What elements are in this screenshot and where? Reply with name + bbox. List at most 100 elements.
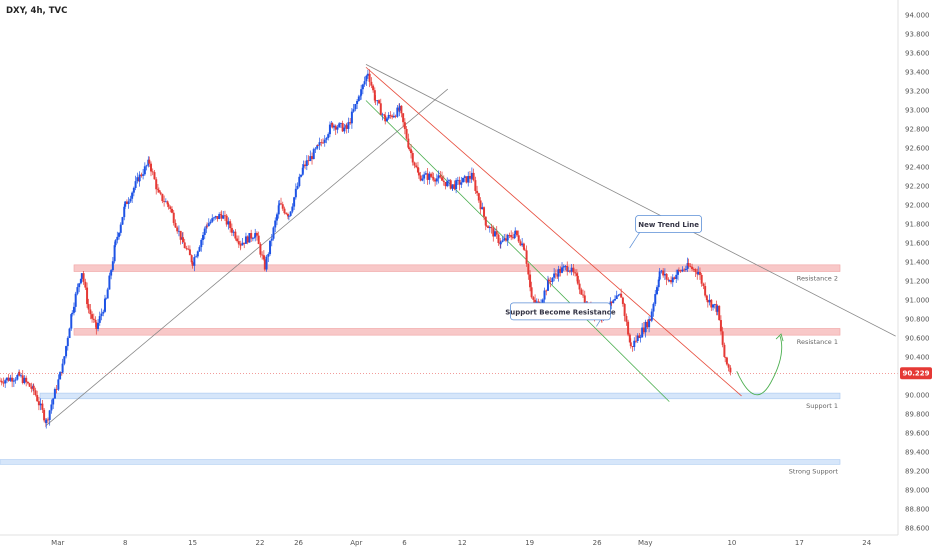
candle-body xyxy=(449,180,452,189)
candle-body xyxy=(113,245,116,262)
candle-body xyxy=(416,167,419,173)
y-tick-label: 93.400 xyxy=(905,69,930,77)
candle-body xyxy=(679,270,682,272)
y-tick-label: 90.400 xyxy=(905,354,930,362)
candle-body xyxy=(55,389,58,390)
y-axis[interactable]: 94.000 93.800 93.600 93.400 93.200 93.000 92.8… xyxy=(905,12,930,533)
candle-body xyxy=(366,73,369,76)
candle-body xyxy=(155,179,158,190)
candle-body xyxy=(497,234,500,244)
candle-body xyxy=(477,193,480,201)
candle-body xyxy=(537,301,540,303)
candle-body xyxy=(671,277,674,283)
y-tick-label: 90.600 xyxy=(905,335,930,343)
candle-body xyxy=(327,134,330,139)
candle-body xyxy=(232,231,235,233)
candle-body xyxy=(7,377,10,381)
candle-body xyxy=(98,316,101,323)
x-tick-label: 24 xyxy=(862,539,871,547)
candle-body xyxy=(222,215,225,219)
candle-body xyxy=(305,160,308,166)
candle-body xyxy=(617,295,620,296)
candle-body xyxy=(631,346,634,347)
candle-body xyxy=(331,122,334,128)
candle-body xyxy=(415,165,418,168)
candle-body xyxy=(74,293,77,307)
candle-body xyxy=(398,105,401,111)
candle-body xyxy=(712,304,715,308)
price-tag-label: 90.229 xyxy=(902,370,929,378)
candle-body xyxy=(91,314,94,319)
y-tick-label: 89.000 xyxy=(905,487,930,495)
candle-body xyxy=(148,159,151,164)
candle-body xyxy=(70,314,73,329)
candle-body xyxy=(48,410,51,420)
candle-body xyxy=(697,271,700,275)
candle-body xyxy=(307,160,310,162)
candle-body xyxy=(277,205,280,215)
candle-body xyxy=(225,215,228,225)
candle-body xyxy=(634,340,637,342)
candle-body xyxy=(698,271,701,275)
y-tick-label: 93.600 xyxy=(905,50,930,58)
candle-body xyxy=(508,234,511,236)
candle-body xyxy=(164,201,167,203)
callout-box xyxy=(510,302,611,321)
candle-body xyxy=(82,273,85,282)
candle-body xyxy=(514,230,517,235)
x-tick-label: 6 xyxy=(402,539,407,547)
candle-body xyxy=(476,190,479,194)
candle-body xyxy=(488,227,491,229)
candle-body xyxy=(275,214,278,221)
candle-body xyxy=(223,215,226,217)
candle-body xyxy=(145,165,148,167)
trend-line xyxy=(365,66,742,397)
candle-body xyxy=(456,179,459,181)
candle-body xyxy=(646,321,649,328)
candle-body xyxy=(405,128,408,139)
candle-body xyxy=(691,266,694,269)
candle-body xyxy=(522,243,525,250)
y-tick-label: 91.400 xyxy=(905,259,930,267)
candle-body xyxy=(394,115,397,117)
candle-body xyxy=(320,142,323,143)
candle-body xyxy=(551,277,554,282)
y-tick-label: 93.200 xyxy=(905,88,930,96)
candle-body xyxy=(311,156,314,160)
candle-body xyxy=(523,249,526,251)
candle-body xyxy=(683,269,686,271)
candle-body xyxy=(166,201,169,205)
candle-body xyxy=(263,259,266,270)
candle-body xyxy=(561,267,564,273)
candle-body xyxy=(211,218,214,222)
candle-body xyxy=(439,175,442,178)
candle-body xyxy=(84,281,87,288)
candle-body xyxy=(546,279,549,291)
y-tick-label: 92.400 xyxy=(905,164,930,172)
candle-body xyxy=(623,303,626,317)
candle-body xyxy=(725,357,728,365)
callout-text: New Trend Line xyxy=(638,221,699,229)
candle-body xyxy=(636,335,639,342)
candle-body xyxy=(78,283,81,288)
candle-body xyxy=(566,265,569,272)
candle-body xyxy=(458,179,461,185)
candle-body xyxy=(430,173,433,177)
y-tick-label: 92.600 xyxy=(905,145,930,153)
candle-body xyxy=(515,230,518,236)
candle-body xyxy=(525,250,528,264)
candle-body xyxy=(103,298,106,312)
candle-body xyxy=(408,147,411,150)
candle-body xyxy=(639,337,642,339)
candle-body xyxy=(151,171,154,173)
candle-body xyxy=(421,178,424,181)
candle-body xyxy=(686,263,689,269)
candle-body xyxy=(684,268,687,270)
candle-body xyxy=(627,321,630,335)
candle-body xyxy=(334,125,337,130)
x-axis[interactable]: Mar 8 15 22 26 Apr 6 12 19 26 May 10 17 24 xyxy=(51,539,872,547)
candle-body xyxy=(200,239,203,248)
candle-body xyxy=(485,225,488,227)
candle-body xyxy=(296,185,299,189)
